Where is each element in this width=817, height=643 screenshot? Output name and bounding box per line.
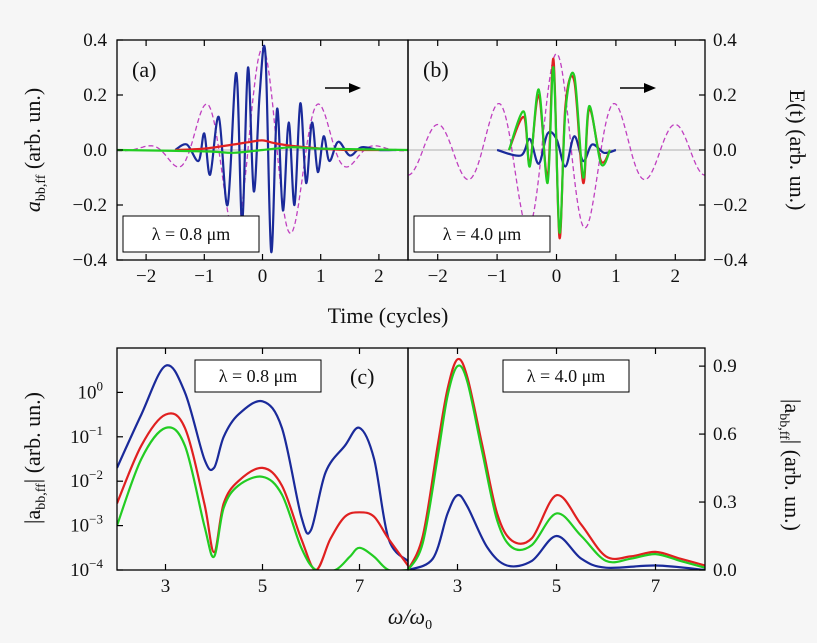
x-tick-label: 1 [316, 266, 326, 287]
series-line-2-2 [117, 426, 408, 570]
y-tick-label: 10−2 [70, 467, 103, 492]
field-curve-1 [408, 53, 705, 229]
lambda-box [122, 215, 260, 253]
lambda-box [502, 359, 630, 393]
y-tick-label: 0.2 [83, 85, 107, 106]
series-line-3-2 [408, 364, 705, 570]
x-tick-label: 5 [552, 576, 562, 597]
x-tick-label: 2 [671, 266, 681, 287]
x-tick-label: −1 [194, 266, 214, 287]
bottom-xlabel: ω/ω0 [388, 604, 432, 633]
x-tick-label: 3 [161, 576, 171, 597]
x-tick-label: 7 [651, 576, 661, 597]
panel-tag: (b) [423, 57, 449, 82]
y-tick-label-right: −0.2 [713, 195, 747, 216]
series-line-1-2 [507, 66, 612, 234]
series-line-1-0 [496, 130, 617, 168]
x-tick-label: 1 [611, 266, 621, 287]
y-tick-label-right: 0.2 [713, 85, 737, 106]
panel-tag: (c) [350, 364, 374, 389]
arrowhead-icon [644, 83, 656, 93]
plots-group: −2 −1 0 1 2 0.4 0.2 0.0 −0.2 −0.4 (a) λ = 0.8 μm −2 −… [70, 30, 748, 597]
lambda-label: λ = 0.8 μm [152, 224, 231, 244]
y-tick-label: 10−4 [70, 556, 103, 581]
x-tick-label: 3 [453, 576, 463, 597]
bottom-left-ylabel: |abb,ff| (arb. un.) [20, 392, 49, 524]
lambda-label: λ = 4.0 μm [443, 224, 522, 244]
x-tick-label: 0 [552, 266, 562, 287]
series-line-3-1 [408, 357, 705, 570]
y-tick-label-right: 0.4 [713, 30, 737, 51]
y-tick-label-right: 0.9 [713, 356, 737, 377]
y-tick-label-right: −0.4 [713, 250, 748, 271]
x-tick-label: 5 [258, 576, 268, 597]
lambda-box [194, 359, 322, 393]
y-tick-label-right: 0.6 [713, 424, 737, 445]
x-tick-label: 7 [355, 576, 365, 597]
lambda-label: λ = 4.0 μm [527, 366, 606, 386]
x-tick-label: 0 [258, 266, 268, 287]
arrowhead-icon [349, 83, 361, 93]
series-line-2-1 [117, 412, 408, 570]
y-tick-label: 10−1 [70, 423, 103, 448]
x-tick-label: −2 [428, 266, 448, 287]
series-line-2-0 [117, 364, 408, 562]
y-tick-label: −0.4 [73, 250, 108, 271]
lambda-box [413, 215, 551, 253]
y-tick-label-right: 0.0 [713, 140, 737, 161]
top-xlabel: Time (cycles) [328, 303, 449, 328]
y-tick-label: 100 [78, 378, 104, 403]
panel-tag: (a) [132, 57, 156, 82]
top-left-ylabel: abb,ff (arb. un.) [20, 88, 49, 212]
y-tick-label-right: 0.0 [713, 560, 737, 581]
bottom-right-ylabel: |abb,ff| (arb. un.) [776, 399, 805, 531]
series-line-0-2 [117, 146, 408, 154]
y-tick-label: 0.0 [83, 140, 107, 161]
y-tick-label-right: 0.3 [713, 492, 737, 513]
series-line-0-0 [174, 44, 397, 253]
y-tick-label: 0.4 [83, 30, 107, 51]
x-tick-label: −2 [136, 266, 156, 287]
y-tick-label: −0.2 [73, 195, 107, 216]
lambda-label: λ = 0.8 μm [219, 366, 298, 386]
y-tick-label: 10−3 [70, 512, 103, 537]
top-right-ylabel: E(t) (arb. un.) [785, 90, 810, 211]
x-tick-label: 2 [374, 266, 384, 287]
x-tick-label: −1 [487, 266, 507, 287]
series-line-3-0 [408, 493, 705, 570]
